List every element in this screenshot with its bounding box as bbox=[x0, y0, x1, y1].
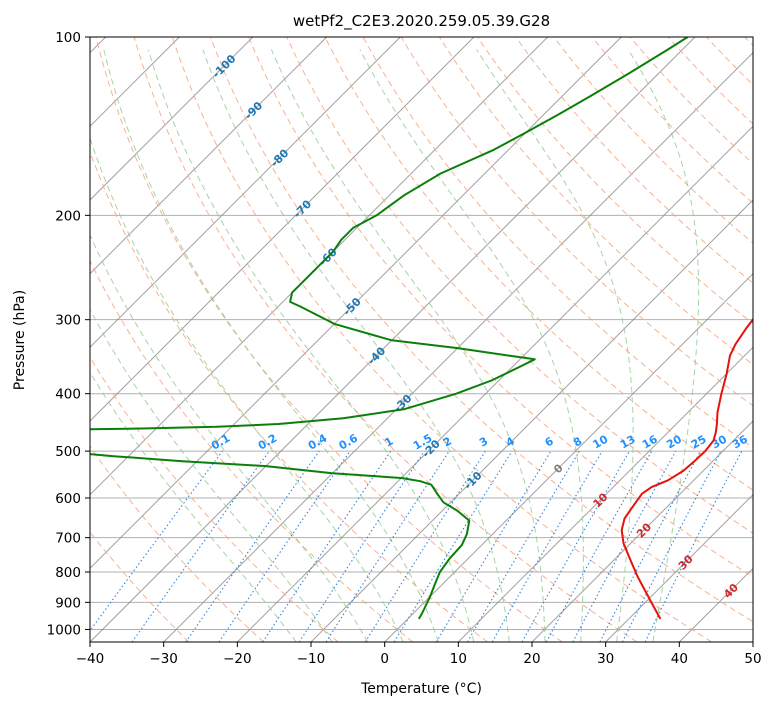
x-tick-label: 30 bbox=[597, 651, 614, 667]
y-tick-label: 100 bbox=[55, 30, 81, 46]
dry-adiabat-line bbox=[477, 37, 753, 325]
plot-background bbox=[90, 37, 753, 642]
x-axis-label: Temperature (°C) bbox=[360, 681, 482, 697]
y-tick-label: 500 bbox=[55, 444, 81, 460]
x-tick-label: −10 bbox=[297, 651, 326, 667]
y-tick-label: 600 bbox=[55, 491, 81, 507]
moist-adiabat-line bbox=[90, 233, 369, 642]
moist-adiabat-line bbox=[90, 308, 333, 642]
y-tick-label: 300 bbox=[55, 313, 81, 329]
isotherm-line bbox=[531, 420, 753, 642]
dry-adiabat-line bbox=[90, 445, 264, 642]
dry-adiabat-line bbox=[171, 37, 712, 642]
dry-adiabat-line bbox=[248, 37, 753, 578]
isotherm-line bbox=[163, 51, 753, 642]
profile-line-0 bbox=[620, 317, 753, 620]
isotherm-line bbox=[90, 37, 549, 496]
mixing-ratio-line bbox=[364, 450, 486, 642]
x-tick-label: −40 bbox=[76, 651, 105, 667]
profile-line-1 bbox=[90, 453, 471, 620]
isotherm-line bbox=[752, 641, 753, 642]
isotherm-line bbox=[605, 493, 753, 642]
grid-layer bbox=[90, 37, 753, 642]
dry-adiabat-line bbox=[629, 37, 753, 165]
x-tick-label: −20 bbox=[223, 651, 252, 667]
moist-adiabat-line bbox=[147, 49, 475, 642]
dry-adiabat-line bbox=[90, 259, 414, 642]
mixing-ratio-line bbox=[90, 450, 223, 632]
x-tick-label: 20 bbox=[523, 651, 540, 667]
mixing-ratio-line bbox=[185, 450, 320, 642]
chart-title: wetPf2_C2E3.2020.259.05.39.G28 bbox=[293, 12, 550, 31]
y-tick-label: 1000 bbox=[47, 622, 81, 638]
mixing-ratio-line bbox=[393, 450, 513, 642]
x-tick-label: 0 bbox=[380, 651, 389, 667]
mixing-ratio-line bbox=[572, 450, 677, 642]
mixing-ratio-line bbox=[131, 450, 270, 642]
moist-adiabat-line bbox=[359, 49, 584, 642]
isotherm-line bbox=[384, 272, 753, 642]
dry-adiabat-line bbox=[515, 37, 753, 284]
mixing-ratio-line bbox=[435, 450, 552, 642]
y-tick-label: 200 bbox=[55, 208, 81, 224]
x-tick-label: −30 bbox=[149, 651, 178, 667]
moist-adiabat-line bbox=[90, 371, 297, 642]
dry-adiabat-line bbox=[210, 37, 753, 623]
isotherm-line bbox=[90, 37, 401, 349]
isotherm-line bbox=[457, 346, 753, 642]
plot-frame bbox=[89, 36, 754, 643]
axes: −40 −30 −20 −10 0 10 20 30 40 50 1000 900 800 700 600 5… bbox=[47, 30, 762, 667]
x-tick-label: 50 bbox=[744, 651, 761, 667]
series-layer bbox=[90, 37, 753, 620]
dry-adiabat-line bbox=[324, 37, 753, 491]
y-tick-label: 800 bbox=[55, 565, 81, 581]
isotherm-line bbox=[90, 37, 622, 570]
dry-adiabat-line bbox=[400, 37, 753, 407]
y-tick-label: 700 bbox=[55, 531, 81, 547]
mixing-ratio-line bbox=[521, 450, 630, 642]
isotherm-line bbox=[236, 125, 753, 642]
dry-adiabat-line bbox=[362, 37, 753, 449]
moist-adiabat-line bbox=[270, 49, 546, 642]
profile-line-2 bbox=[90, 37, 689, 431]
moist-adiabat-line bbox=[202, 49, 510, 642]
mixing-ratio-line bbox=[491, 450, 603, 642]
dry-adiabat-line bbox=[133, 37, 638, 642]
x-tick-label: 40 bbox=[671, 651, 688, 667]
dry-adiabat-line bbox=[591, 37, 753, 204]
isotherm-line bbox=[90, 37, 475, 422]
mixing-ratio-line bbox=[545, 450, 653, 642]
y-axis-label: Pressure (hPa) bbox=[12, 290, 28, 390]
moist-adiabat-line bbox=[476, 49, 634, 642]
moist-adiabat-line bbox=[90, 136, 404, 642]
plot-area bbox=[90, 37, 753, 642]
moist-adiabat-line bbox=[627, 49, 700, 642]
y-tick-label: 900 bbox=[55, 595, 81, 611]
y-tick-label: 400 bbox=[55, 387, 81, 403]
mixing-ratio-line bbox=[467, 450, 580, 642]
isotherm-line bbox=[90, 37, 328, 275]
isotherm-line bbox=[90, 37, 254, 201]
x-tick-label: 10 bbox=[450, 651, 467, 667]
mixing-ratio-line bbox=[218, 450, 351, 642]
